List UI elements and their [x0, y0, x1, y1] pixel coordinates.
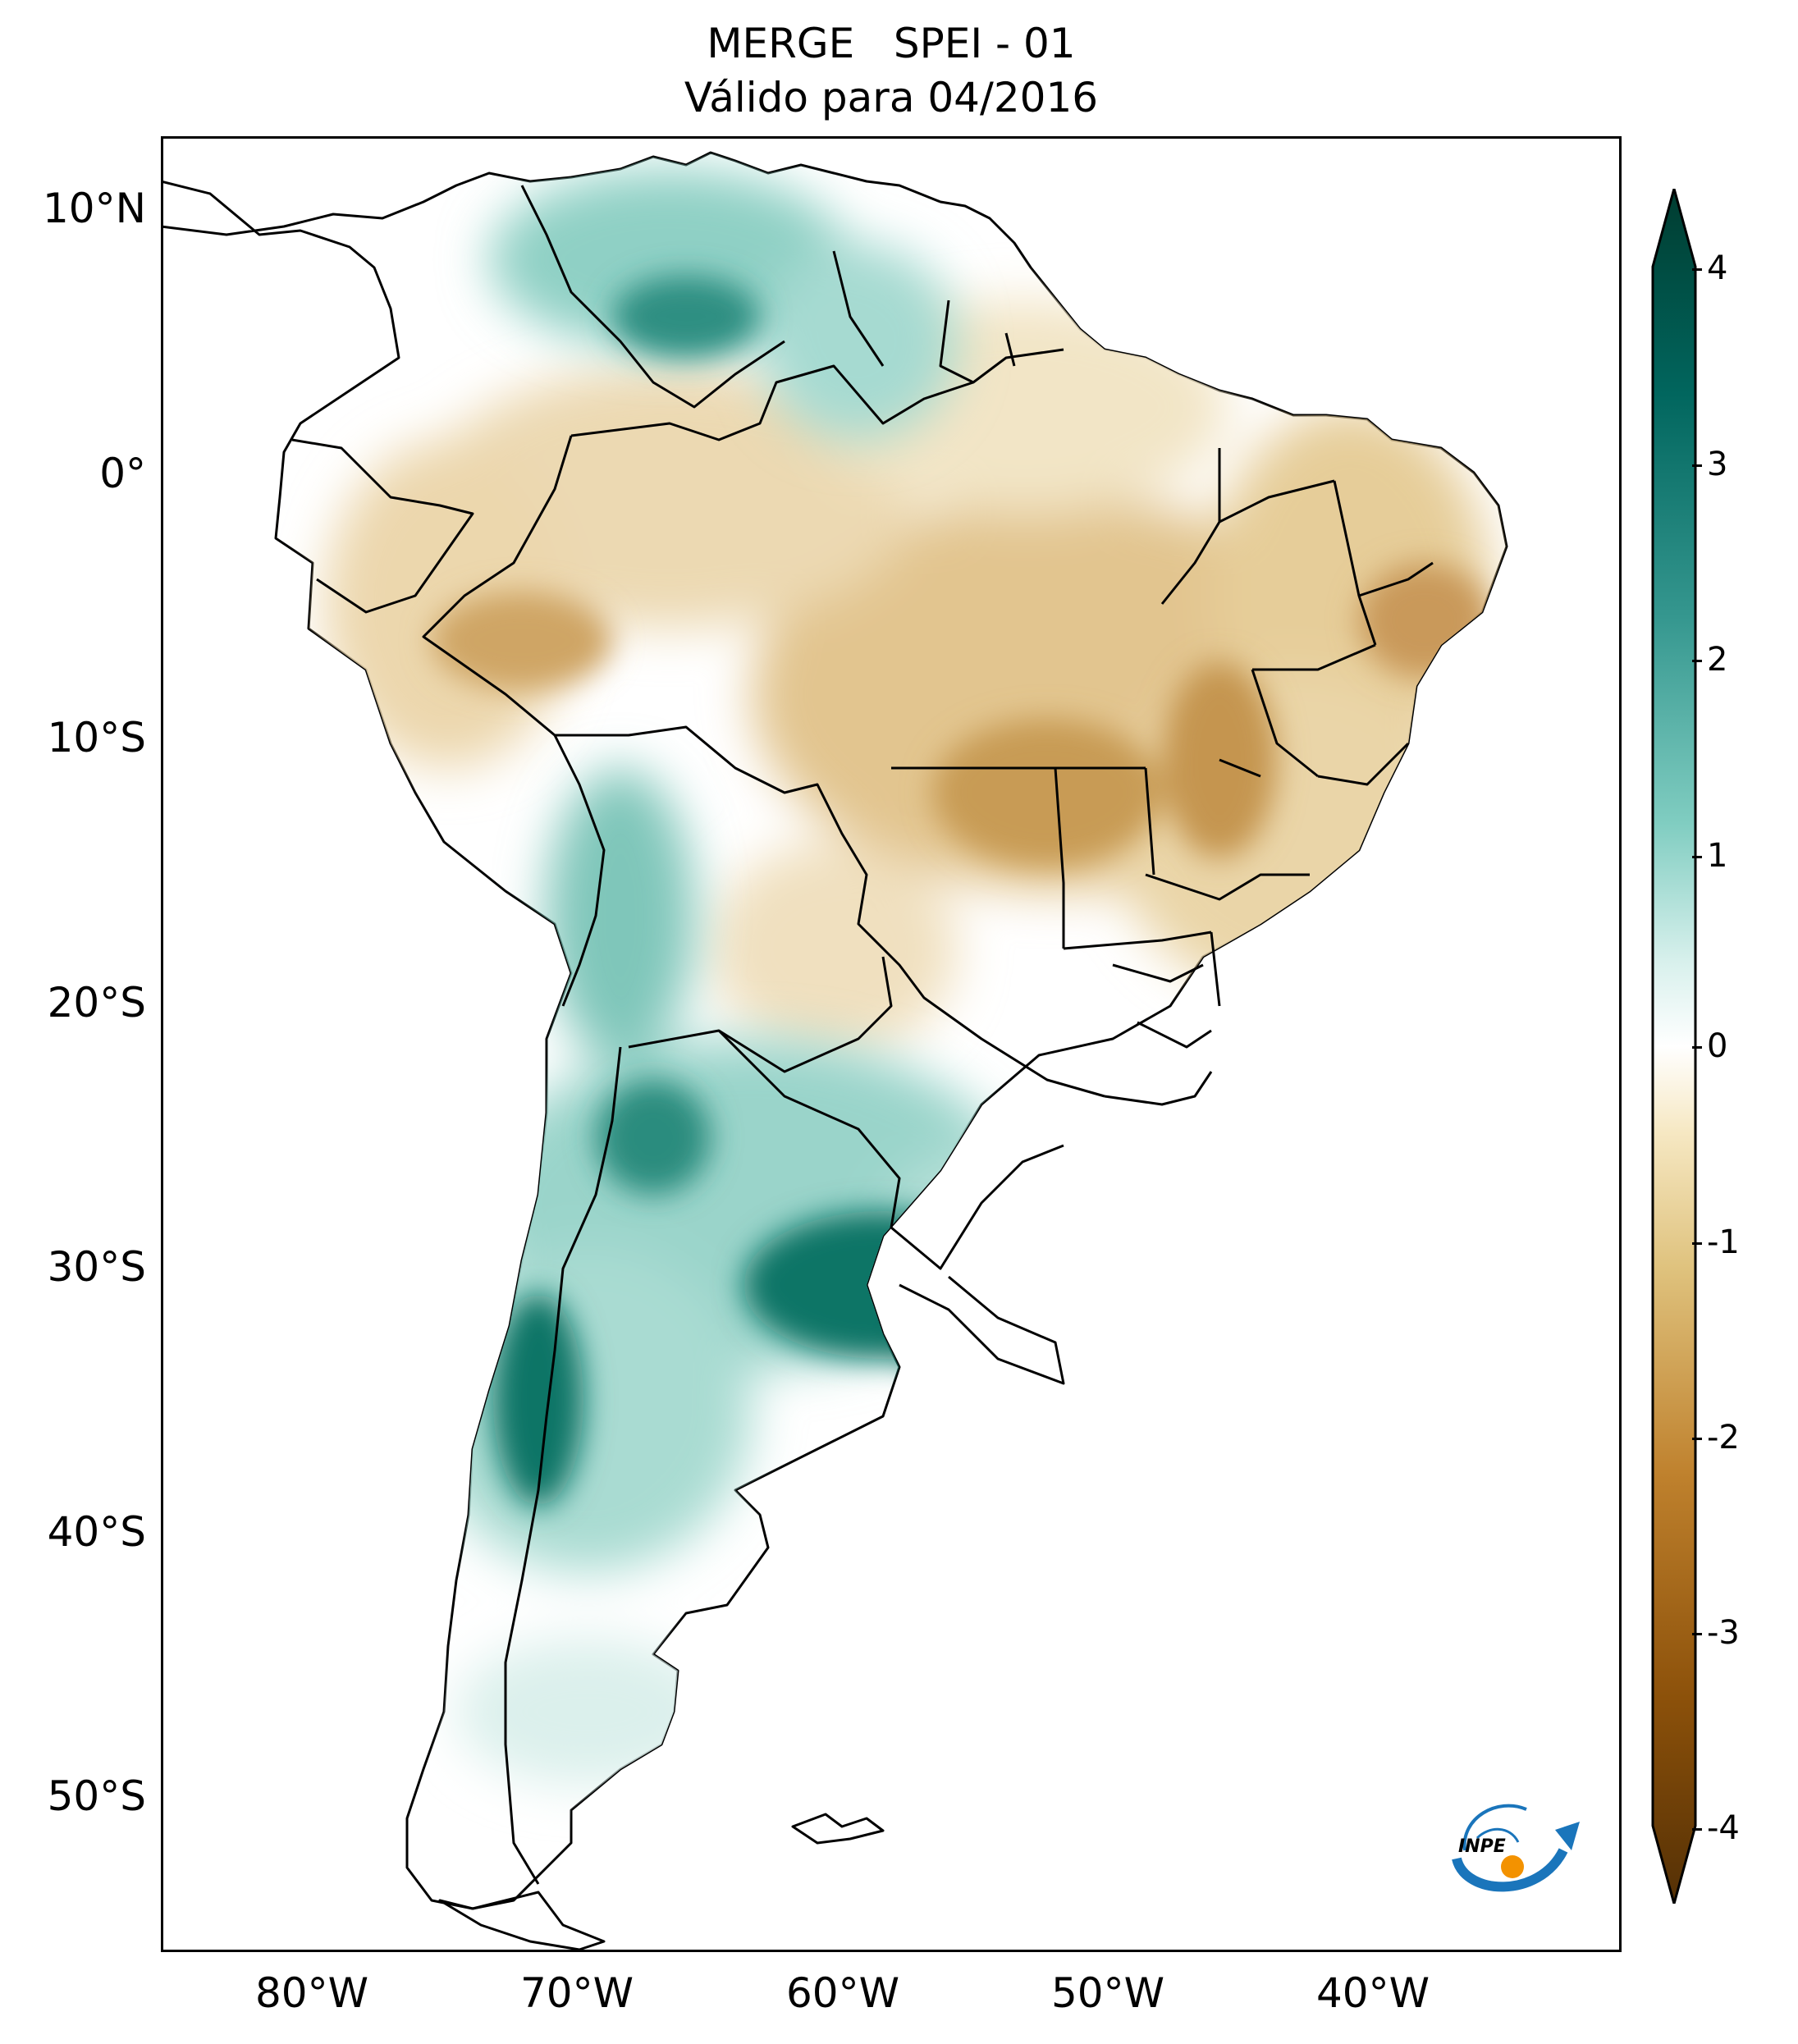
- lat-tick-label: 40°S: [47, 1508, 146, 1556]
- dry-core-acre: [432, 592, 612, 690]
- tierra-del-fuego: [438, 1891, 606, 1951]
- border-brazil-north: [570, 348, 1064, 441]
- colorbar-tick-label: -4: [1707, 1809, 1740, 1847]
- colorbar-tick-label: -2: [1707, 1419, 1740, 1456]
- dry-core-piaui: [1359, 563, 1490, 678]
- colorbar-tick-label: 3: [1707, 446, 1728, 483]
- lat-tick-label: 10°S: [47, 714, 146, 761]
- wet-core-entre-rios: [743, 1211, 1023, 1359]
- lat-tick-label: 20°S: [47, 979, 146, 1027]
- lon-tick-label: 70°W: [519, 1969, 634, 2017]
- dry-core-mato-grosso: [932, 719, 1162, 867]
- wet-core-mendoza: [493, 1293, 583, 1507]
- border-bolivia-paraguay: [628, 956, 893, 1073]
- wet-region-southern-brazil: [875, 1137, 1187, 1351]
- dry-region-paraguay: [711, 842, 957, 1055]
- wet-region-patagonia: [456, 1638, 719, 1786]
- colorbar: [1649, 184, 1699, 1909]
- wet-region-roraima: [760, 243, 957, 440]
- lon-tick-label: 80°W: [254, 1969, 369, 2017]
- map-title: MERGE SPEI - 01: [707, 20, 1076, 67]
- wet-core-catamarca: [596, 1080, 711, 1195]
- colorbar-tick-label: -1: [1707, 1223, 1740, 1261]
- map-frame-border: [161, 136, 1622, 1952]
- colorbar-tick: [1692, 1242, 1702, 1245]
- colorbar-tick: [1692, 660, 1702, 662]
- country-borders: [291, 185, 1434, 1951]
- border-colombia-venezuela: [520, 185, 785, 409]
- border-chile-argentina: [504, 1046, 622, 1885]
- dry-region-southeast: [1113, 670, 1474, 998]
- colorbar-tick: [1692, 268, 1702, 271]
- lat-tick-label: 0°: [99, 450, 146, 497]
- lat-tick-label: 30°S: [47, 1243, 146, 1291]
- colorbar-gradient: [1651, 184, 1697, 1909]
- lon-tick-label: 40°W: [1315, 1969, 1430, 2017]
- colorbar-tick-label: 4: [1707, 249, 1728, 287]
- lat-tick-label: 50°S: [47, 1772, 146, 1820]
- falkland-islands: [791, 1813, 885, 1845]
- lon-tick-label: 60°W: [785, 1969, 900, 2017]
- border-ecuador-peru: [291, 438, 474, 614]
- border-brazil-west: [422, 435, 1105, 1098]
- inpe-logo-text: INPE: [1458, 1836, 1506, 1857]
- border-guyana-suriname: [832, 250, 1016, 384]
- border-peru-bolivia: [553, 734, 606, 1007]
- colorbar-tick-label: 0: [1707, 1027, 1728, 1065]
- wet-region-argentina-central: [423, 1244, 752, 1572]
- colorbar-tick: [1692, 1438, 1702, 1440]
- map-panel: [161, 136, 1622, 1952]
- south-america-map: [161, 136, 1622, 1952]
- map-subtitle: Válido para 04/2016: [684, 74, 1099, 121]
- border-brazil-states: [891, 448, 1434, 1106]
- colorbar-tick-label: 1: [1707, 837, 1728, 875]
- colorbar-tick: [1692, 856, 1702, 858]
- wet-core-uruguay: [891, 1285, 1072, 1383]
- colorbar-tick-label: -3: [1707, 1614, 1740, 1652]
- inpe-logo: INPE: [1448, 1793, 1584, 1900]
- colorbar-tick: [1692, 464, 1702, 467]
- colorbar-tick: [1692, 1633, 1702, 1635]
- lat-tick-label: 10°N: [42, 185, 146, 232]
- colorbar-tick: [1692, 1046, 1702, 1049]
- wet-core-venezuela: [612, 276, 760, 358]
- colorbar-tick-label: 2: [1707, 641, 1728, 679]
- colorbar-tick: [1692, 1828, 1702, 1831]
- inpe-logo-icon: INPE: [1452, 1804, 1580, 1892]
- border-uruguay: [899, 1275, 1065, 1385]
- spei-field: [325, 169, 1490, 1786]
- wet-region-andes-bolivia: [547, 768, 694, 1063]
- wet-region-venezuela: [489, 169, 850, 350]
- lon-tick-label: 50°W: [1050, 1969, 1165, 2017]
- border-argentina-paraguay: [717, 1029, 1064, 1270]
